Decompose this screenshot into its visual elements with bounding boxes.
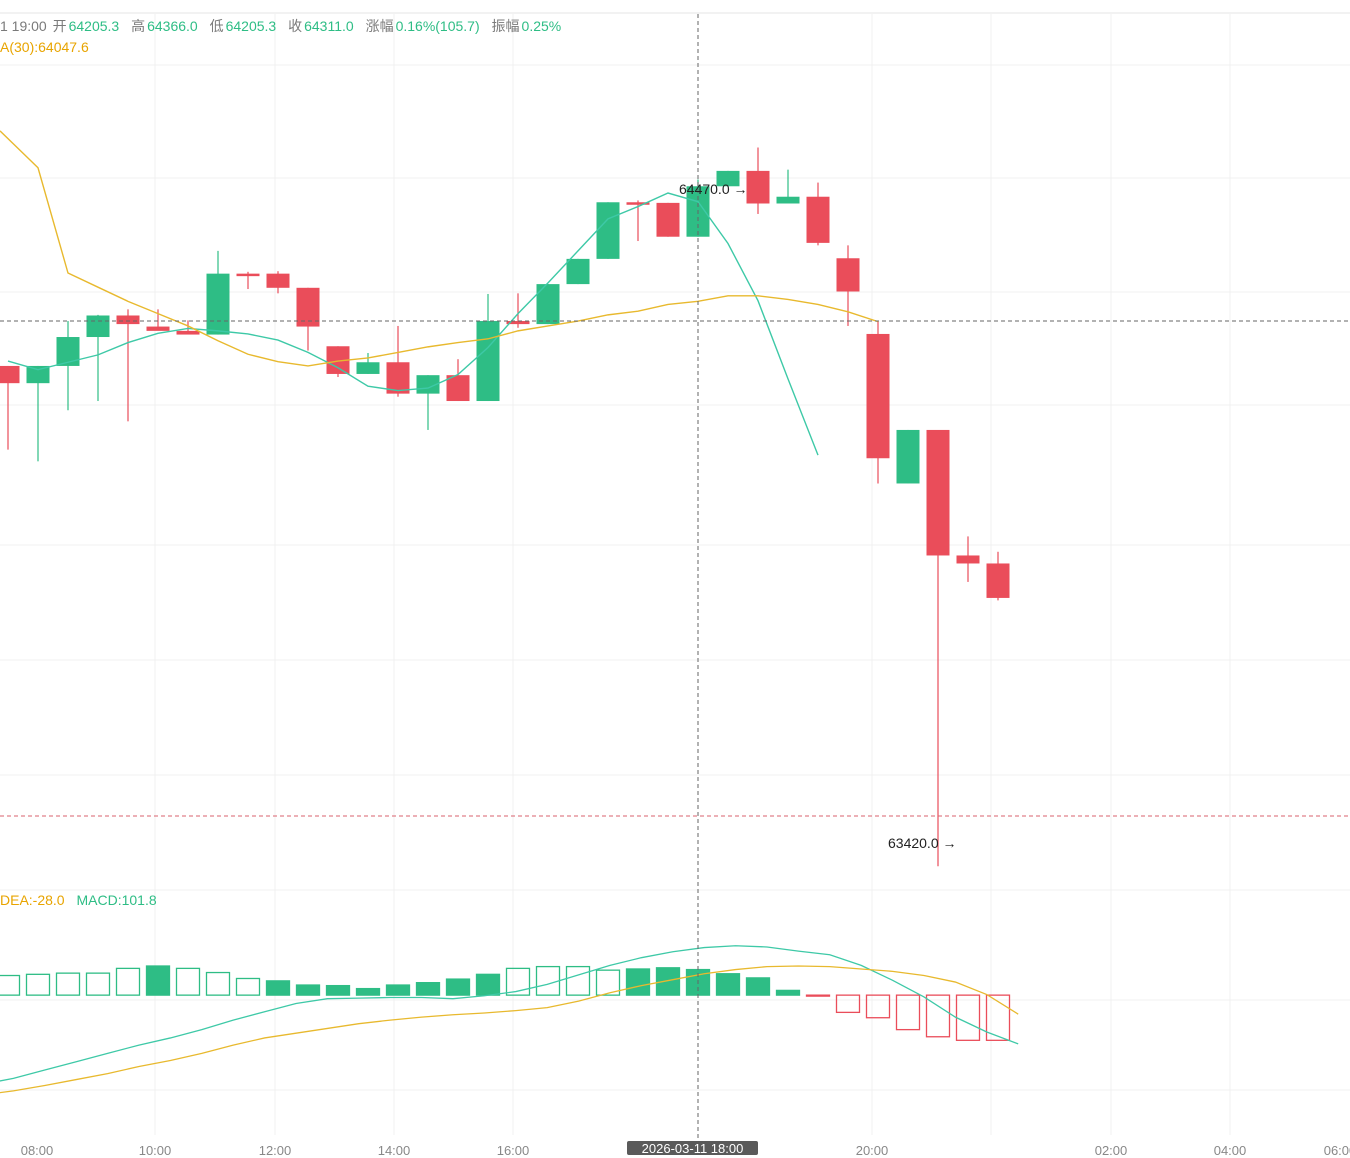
macd-histogram-bar xyxy=(505,967,531,996)
macd-histogram-bar xyxy=(115,967,141,996)
candle-body xyxy=(566,258,590,285)
macd-histogram-bar xyxy=(985,994,1011,1041)
candle-body xyxy=(86,315,110,338)
change-value: 0.16%(105.7) xyxy=(395,18,480,34)
ma-slow-line xyxy=(0,130,879,367)
macd-histogram-bar xyxy=(295,984,321,996)
candle-body xyxy=(866,333,890,459)
macd-dea-line xyxy=(0,965,1019,1094)
candle-body xyxy=(296,287,320,327)
macd-histogram-bar xyxy=(325,984,351,996)
candle-body xyxy=(446,375,470,402)
candle-body xyxy=(536,284,560,325)
amplitude-label: 振幅 xyxy=(491,18,520,34)
candle-body xyxy=(176,330,200,335)
macd-histogram-bar xyxy=(175,967,201,996)
candle-body xyxy=(236,273,260,277)
macd-legend: DEA:-28.0 MACD:101.8 xyxy=(0,892,157,908)
candle-body xyxy=(926,429,950,556)
macd-histogram-bar xyxy=(535,965,561,996)
macd-histogram-bar xyxy=(445,978,471,996)
macd-histogram-bar xyxy=(895,994,921,1031)
candle-body xyxy=(626,202,650,205)
low-price-annotation: 63420.0 → xyxy=(888,835,957,851)
macd-panel xyxy=(0,945,1019,1094)
candle-body xyxy=(986,563,1010,598)
candle-body xyxy=(146,326,170,331)
candle-body xyxy=(836,258,860,292)
dea-legend: DEA:-28.0 xyxy=(0,892,65,908)
macd-histogram-bar xyxy=(235,977,261,996)
candle-body xyxy=(386,362,410,394)
candle-body xyxy=(746,170,770,204)
macd-dif-line xyxy=(0,945,1019,1082)
low-value: 64205.3 xyxy=(225,18,277,34)
macd-histogram-bar xyxy=(625,968,651,996)
macd-histogram-bar xyxy=(805,994,831,997)
macd-histogram-bar xyxy=(565,965,591,996)
macd-value-legend: MACD:101.8 xyxy=(76,892,157,908)
macd-histogram-bar xyxy=(745,977,771,996)
indicator-lines xyxy=(0,130,879,456)
ma-legend: A(30):64047.6 xyxy=(0,39,89,55)
macd-histogram-bar xyxy=(85,972,111,996)
macd-histogram-bar xyxy=(205,971,231,996)
high-value: 64366.0 xyxy=(147,18,198,34)
macd-histogram-bar xyxy=(415,981,441,996)
candle-body xyxy=(326,346,350,374)
grid xyxy=(0,14,1350,1135)
close-value: 64311.0 xyxy=(304,18,354,34)
high-label: 高 xyxy=(131,18,146,34)
change-label: 涨幅 xyxy=(365,18,394,34)
candle-body xyxy=(56,337,80,366)
close-label: 收 xyxy=(288,18,303,34)
macd-histogram-bar xyxy=(835,994,861,1014)
candle-body xyxy=(596,202,620,259)
candle-body xyxy=(806,196,830,243)
macd-histogram-bar xyxy=(0,974,21,996)
macd-histogram-bar xyxy=(595,969,621,996)
macd-histogram-bar xyxy=(955,994,981,1041)
macd-histogram-bar xyxy=(925,994,951,1038)
macd-histogram-bar xyxy=(865,994,891,1019)
macd-histogram-bar xyxy=(355,987,381,996)
macd-histogram-bar xyxy=(775,989,801,996)
macd-histogram-bar xyxy=(655,967,681,996)
candle-body xyxy=(206,273,230,335)
crosshair-time-label: 2026-03-11 18:00 xyxy=(627,1141,758,1156)
ma-fast-line xyxy=(7,192,819,456)
candle-body xyxy=(356,362,380,374)
open-label: 开 xyxy=(52,18,67,34)
macd-histogram-bar xyxy=(55,972,81,996)
candle-body xyxy=(896,429,920,484)
candle-body xyxy=(266,273,290,288)
candle-body xyxy=(656,202,680,237)
candles xyxy=(0,147,1010,867)
candle-body xyxy=(26,365,50,384)
macd-histogram-bar xyxy=(385,984,411,996)
candle-body xyxy=(506,321,530,325)
open-value: 64205.3 xyxy=(68,18,120,34)
candle-body xyxy=(776,196,800,204)
candle-body xyxy=(0,365,20,384)
low-label: 低 xyxy=(209,18,224,34)
amplitude-value: 0.25% xyxy=(521,18,562,34)
candle-body xyxy=(476,321,500,402)
macd-histogram-bar xyxy=(265,980,291,996)
crosshair xyxy=(0,14,1350,1140)
candle-body xyxy=(716,170,740,187)
candle-body xyxy=(116,315,140,325)
candle-body xyxy=(956,555,980,564)
high-price-annotation: 64470.0 → xyxy=(679,181,748,197)
ohlc-info-bar: 1 19:00 开 64205.3 高 64366.0 低 64205.3 收 6431… xyxy=(0,16,569,36)
macd-histogram-bar xyxy=(25,973,51,996)
macd-histogram-bar xyxy=(475,973,501,996)
macd-histogram-bar xyxy=(715,973,741,996)
info-time: 1 19:00 xyxy=(0,18,47,34)
macd-histogram-bar xyxy=(145,965,171,996)
